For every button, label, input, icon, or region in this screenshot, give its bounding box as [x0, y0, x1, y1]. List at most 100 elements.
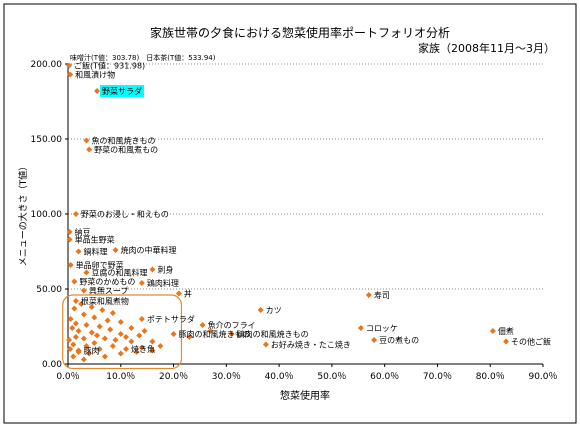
data-point-37 — [80, 356, 87, 363]
labeled-point-2 — [94, 88, 101, 94]
labeled-point-23 — [489, 328, 496, 334]
label-highlight-2 — [100, 85, 145, 97]
data-point-12 — [107, 326, 114, 333]
data-point-31 — [86, 350, 93, 357]
point-label-15: 具無スープ — [89, 286, 129, 296]
x-tick-label-8: 80.0％ — [476, 371, 505, 382]
labeled-point-22 — [357, 325, 364, 331]
point-label-16: 丼 — [184, 289, 192, 299]
point-label-18: 根菜和風煮物 — [81, 296, 129, 306]
data-point-20 — [112, 337, 119, 343]
chart-title: 家族世帯の夕食における惣菜使用率ポートフォリオ分析 — [150, 25, 450, 40]
data-point-5 — [91, 314, 98, 321]
labeled-point-21 — [199, 322, 206, 328]
point-label-4: 野菜の和風煮もの — [94, 145, 158, 155]
data-point-45 — [71, 305, 78, 312]
labeled-point-4 — [86, 146, 93, 153]
data-point-10 — [96, 323, 103, 330]
chart-subtitle: 家族（2008年11月～3月） — [418, 41, 555, 55]
point-label-1: 和風漬け物 — [75, 70, 115, 80]
point-label-20: ポテトサラダ — [147, 314, 195, 324]
point-label-17: 寿司 — [374, 290, 390, 300]
labeled-point-13 — [71, 278, 78, 285]
labeled-point-1 — [67, 71, 74, 78]
data-point-23 — [91, 340, 98, 346]
data-point-0 — [78, 301, 85, 307]
labeled-point-20 — [138, 316, 145, 322]
labeled-point-26 — [371, 337, 378, 343]
x-axis-label: 惣菜使用率 — [280, 389, 330, 402]
x-tick-label-1: 10.0％ — [106, 371, 135, 382]
point-label-14: 鶏肉料理 — [147, 278, 179, 288]
data-point-26 — [109, 343, 116, 349]
data-point-11 — [128, 325, 135, 331]
cluster-highlight-box — [62, 294, 183, 370]
data-point-8 — [72, 320, 79, 327]
data-point-22 — [149, 338, 156, 345]
data-point-47 — [207, 328, 214, 334]
y-tick-label-3: 150.00 — [31, 135, 63, 145]
point-label-29: 焼き魚 — [131, 344, 155, 354]
data-point-25 — [83, 343, 90, 349]
data-point-4 — [80, 311, 87, 318]
point-label-24: 鶏肉の和風焼きもの — [237, 329, 309, 339]
point-label-28: お好み焼き・たこ焼き — [271, 340, 351, 350]
point-label-11: 刺身 — [157, 265, 173, 275]
labeled-point-24 — [228, 331, 235, 337]
x-tick-label-7: 70.0％ — [423, 371, 452, 382]
data-point-35 — [70, 353, 77, 360]
data-point-18 — [80, 335, 87, 342]
data-point-9 — [83, 322, 90, 328]
x-tick-label-6: 60.0％ — [370, 371, 399, 382]
labeled-point-16 — [175, 290, 182, 297]
point-label-21: 魚介のフライ — [208, 320, 256, 330]
data-point-13 — [75, 328, 82, 334]
data-point-36 — [101, 353, 108, 360]
labeled-point-9 — [75, 248, 82, 255]
labeled-point-8 — [112, 247, 119, 253]
y-tick-label-1: 50.00 — [36, 285, 62, 295]
point-label-30: 豚肉 — [84, 346, 100, 356]
point-label-7: 単品生野菜 — [75, 235, 115, 245]
x-tick-label-5: 50.0％ — [317, 371, 346, 382]
data-point-42 — [69, 325, 76, 331]
point-labels: ご飯(T値：931.98)和風漬け物野菜サラダ魚の和風焼きもの野菜の和風煮もの野… — [74, 61, 551, 356]
labeled-point-29 — [123, 346, 130, 352]
gridlines — [68, 63, 543, 290]
data-point-24 — [70, 341, 77, 348]
point-label-5: 野菜のお浸し・和えもの — [81, 209, 169, 219]
labeled-point-14 — [138, 280, 145, 286]
labeled-point-5 — [72, 211, 79, 217]
point-label-3: 魚の和風焼きもの — [91, 136, 155, 146]
point-label-26: 豆の煮もの — [379, 335, 419, 345]
data-point-1 — [88, 304, 95, 310]
data-point-28 — [157, 343, 164, 349]
data-point-6 — [104, 317, 111, 324]
data-point-16 — [136, 332, 143, 339]
x-tick-label-0: 0.0％ — [56, 371, 79, 382]
tick-labels: 0.00 50.00 100.00 150.00 200.00 0.0％ 10.0％ 20.0… — [31, 60, 558, 382]
y-tick-label-0: 0.00 — [42, 360, 62, 370]
point-label-9: 鍋料理 — [84, 247, 108, 257]
labeled-point-0 — [66, 62, 73, 69]
data-point-3 — [109, 310, 116, 316]
labeled-point-7 — [66, 236, 73, 243]
y-tick-label-2: 100.00 — [31, 210, 63, 220]
point-label-2: 野菜サラダ — [102, 86, 142, 96]
point-label-19: カツ — [266, 306, 282, 315]
point-label-6: 納豆 — [75, 227, 91, 237]
x-tick-label-2: 20.0％ — [159, 371, 188, 382]
data-point-29 — [96, 346, 103, 352]
data-point-40 — [141, 328, 148, 334]
y-tick-label-4: 200.00 — [31, 60, 63, 70]
data-point-46 — [186, 334, 193, 340]
top-note: 味噌汁(T値：303.78) 日本茶(T値：533.94) — [70, 53, 216, 62]
point-label-8: 焼肉の中華料理 — [121, 245, 177, 255]
labeled-point-19 — [257, 307, 264, 313]
data-point-44 — [67, 346, 74, 352]
data-point-7 — [117, 319, 124, 325]
labeled-point-12 — [83, 269, 90, 276]
labeled-point-28 — [262, 341, 269, 348]
data-point-27 — [138, 344, 145, 351]
labeled-point-25 — [170, 331, 177, 337]
